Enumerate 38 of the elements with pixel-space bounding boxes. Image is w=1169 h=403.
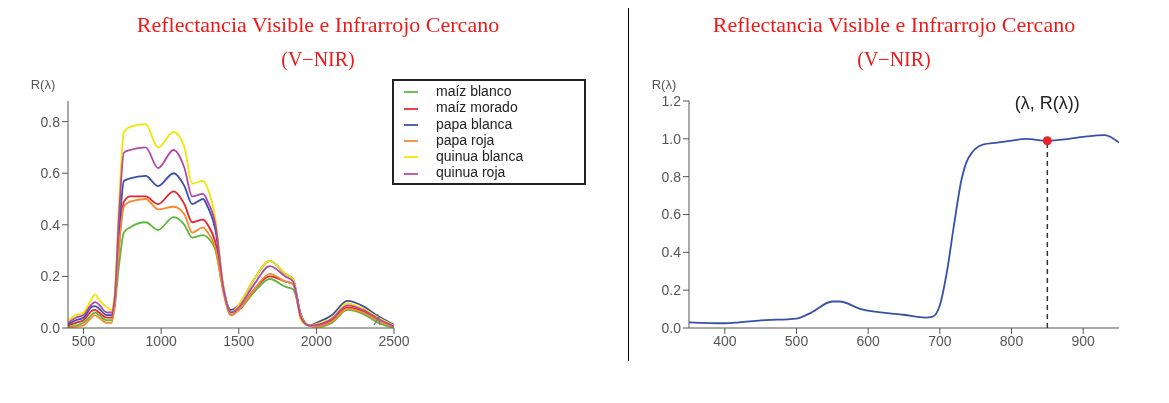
y-tick-label: 0.8 <box>661 168 682 185</box>
x-tick-label: 700 <box>928 332 952 349</box>
x-tick-label: 2500 <box>378 332 410 349</box>
y-tick-label: 0.6 <box>661 206 682 223</box>
y-tick-label: 0.4 <box>661 244 682 261</box>
legend-label: quinua roja <box>436 164 506 181</box>
x-axis-title: λ <box>373 311 382 329</box>
x-tick-label: 400 <box>713 332 737 349</box>
x-tick-label: 1000 <box>145 332 177 349</box>
legend-label: maíz morado <box>436 99 518 116</box>
y-tick-label: 0.8 <box>40 113 61 130</box>
chart-title: Reflectancia Visible e Infrarrojo Cercano <box>135 12 501 38</box>
legend-label: papa roja <box>436 131 495 148</box>
x-tick-label: 900 <box>1071 332 1096 349</box>
y-tick-label: 1.2 <box>661 92 682 109</box>
legend-label: quinua blanca <box>436 148 524 165</box>
y-tick-label: 1.0 <box>661 130 682 147</box>
x-tick-label: 500 <box>71 332 96 349</box>
y-tick-label: 0.2 <box>40 268 61 285</box>
line-series <box>689 134 1119 325</box>
x-tick-label: 500 <box>784 332 809 349</box>
y-tick-label: 0.0 <box>661 319 682 336</box>
chart-subtitle: (V−NIR) <box>280 48 356 71</box>
y-axis-title: R(λ) <box>651 77 677 92</box>
y-tick-label: 0.2 <box>661 282 682 299</box>
y-tick-label: 0.0 <box>40 319 61 336</box>
x-tick-label: 1500 <box>223 332 255 349</box>
x-tick-label: 2000 <box>300 332 333 349</box>
y-tick-label: 0.6 <box>40 165 61 182</box>
annotation: (λ, R(λ)) <box>1014 92 1080 113</box>
chart-title: Reflectancia Visible e Infrarrojo Cercano <box>711 12 1077 38</box>
x-tick-label: 800 <box>999 332 1024 349</box>
legend-label: maíz blanco <box>436 83 512 99</box>
x-tick-label: 600 <box>856 332 881 349</box>
chart-subtitle: (V−NIR) <box>856 48 932 71</box>
y-tick-label: 0.4 <box>40 216 61 233</box>
y-axis-title: R(λ) <box>30 77 56 92</box>
legend-label: papa blanca <box>436 115 513 132</box>
